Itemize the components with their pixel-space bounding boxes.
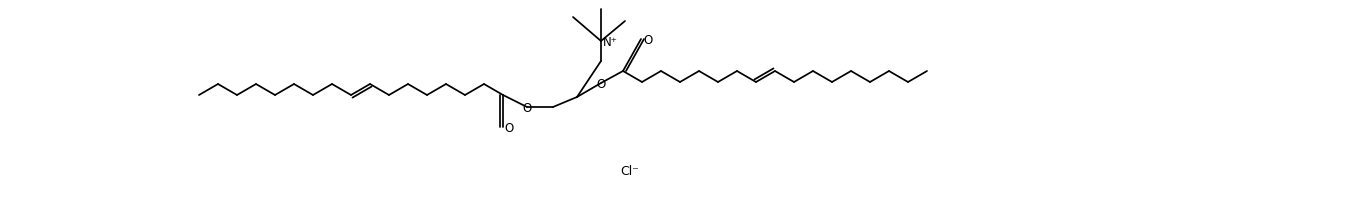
Text: O: O bbox=[523, 102, 531, 115]
Text: O: O bbox=[643, 33, 653, 46]
Text: O: O bbox=[504, 121, 513, 134]
Text: Cl⁻: Cl⁻ bbox=[620, 165, 639, 178]
Text: N⁺: N⁺ bbox=[602, 35, 617, 48]
Text: O: O bbox=[597, 78, 605, 91]
